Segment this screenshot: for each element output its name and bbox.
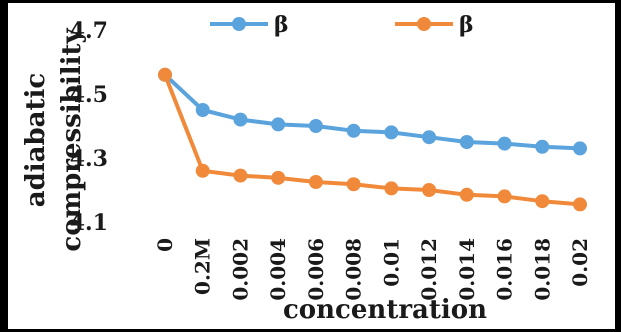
x-tick-label: 0.01 [379,238,403,287]
series-line-2 [163,74,581,207]
data-point [422,183,437,197]
x-tick-label: 0.016 [493,238,517,301]
data-point [422,130,437,145]
data-point [308,119,323,133]
x-tick-label: 0 [153,238,177,252]
y-tick-label: 4.5 [70,82,108,108]
y-axis-title-line: compressibility [57,28,87,252]
data-point [158,67,172,82]
data-point [233,168,248,183]
x-axis-ticks: 0 0.2M 0.002 0.004 0.006 0.008 0.01 0.012 0.014 0… [153,238,592,301]
data-point [535,139,550,154]
y-axis-title-line: adiabatic [21,73,51,208]
data-point [497,136,512,151]
x-tick-label: 0.004 [266,238,290,301]
legend-swatch-marker [417,17,431,31]
data-point [346,177,361,192]
y-tick-label: 4.3 [70,146,108,172]
y-axis-ticks: 4.1 4.3 4.5 4.7 [70,18,108,236]
data-point [346,123,361,138]
x-tick-label: 0.008 [342,238,366,301]
x-tick-label: 0.006 [304,238,328,301]
data-point [459,135,474,149]
data-point [308,175,323,189]
data-point [384,181,399,196]
data-point [573,141,587,156]
y-tick-label: 4.1 [70,210,108,236]
series-layer [158,67,587,212]
data-point [384,125,399,140]
x-tick-label: 0.018 [530,238,554,301]
x-tick-label: 0.014 [455,238,479,301]
data-point [195,163,210,178]
x-tick-label: 0.002 [228,238,252,301]
y-axis-title: adiabatic compressibility [21,28,87,252]
data-point [497,189,512,204]
data-point [573,197,587,212]
legend-swatch-marker [232,17,246,31]
x-axis-title: concentration [283,295,487,325]
legend-label: β [459,12,474,38]
series-line-1 [163,73,581,151]
data-point [535,194,550,209]
data-point [271,170,286,185]
x-tick-label: 0.2M [191,238,215,295]
x-tick-label: 0.012 [417,238,441,301]
data-point [271,117,286,132]
data-point [195,103,210,117]
data-point [233,112,248,127]
x-tick-label: 0.02 [568,238,592,287]
legend-label: β [274,12,289,38]
data-point [459,187,474,202]
y-tick-label: 4.7 [70,18,108,44]
